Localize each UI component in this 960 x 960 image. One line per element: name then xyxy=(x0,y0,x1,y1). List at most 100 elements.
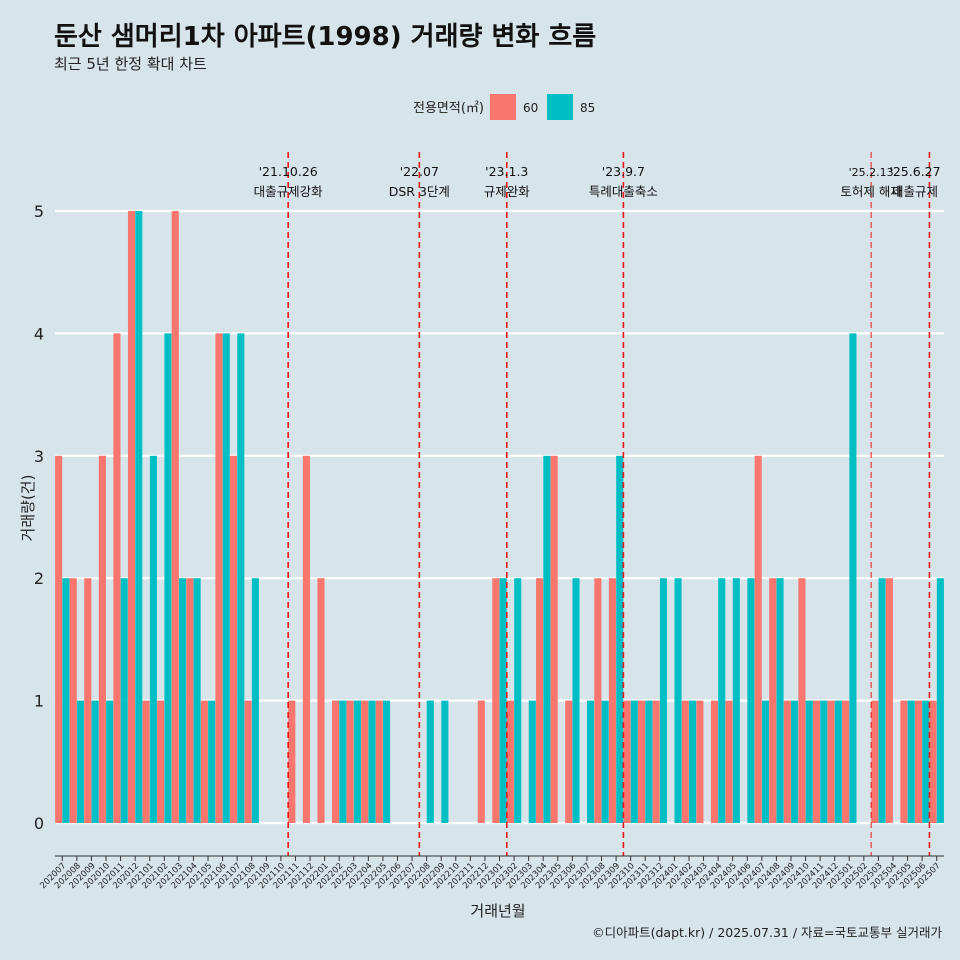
bar-60-202304 xyxy=(536,578,544,823)
bar-60-202105 xyxy=(200,700,208,823)
bar-85-202105 xyxy=(208,700,216,823)
bar-85-202106 xyxy=(222,333,230,823)
bar-85-202506 xyxy=(922,700,930,823)
legend-label-85: 85 xyxy=(580,101,595,115)
bar-85-202412 xyxy=(834,700,842,823)
x-axis-label: 거래년월 xyxy=(470,902,525,920)
y-tick-label: 0 xyxy=(34,814,44,833)
source-caption: ©디아파트(dapt.kr) / 2025.07.31 / 자료=국토교통부 실… xyxy=(592,925,942,940)
bar-60-202203 xyxy=(346,700,354,823)
event-date: '25.6.27 xyxy=(889,164,940,179)
bar-60-202309 xyxy=(608,578,616,823)
bar-60-202501 xyxy=(842,700,850,823)
bar-60-202008 xyxy=(69,578,77,823)
y-tick-label: 1 xyxy=(34,692,44,711)
bar-60-202112 xyxy=(302,455,310,823)
bar-60-202408 xyxy=(769,578,777,823)
bar-85-202302 xyxy=(514,578,522,823)
bar-60-202101 xyxy=(142,700,150,823)
bar-85-202204 xyxy=(368,700,376,823)
bar-60-202107 xyxy=(229,455,238,823)
bar-85-202307 xyxy=(587,700,595,823)
bar-85-202308 xyxy=(601,700,609,823)
bar-60-202201 xyxy=(317,578,325,823)
y-tick-label: 2 xyxy=(34,569,44,588)
bar-85-202501 xyxy=(849,333,857,823)
bar-60-202503 xyxy=(871,700,879,823)
bar-60-202212 xyxy=(477,700,485,823)
bar-85-202309 xyxy=(616,455,624,823)
bar-85-202101 xyxy=(149,455,157,823)
bar-60-202312 xyxy=(652,700,660,823)
legend-swatch-85 xyxy=(547,94,573,120)
legend-swatch-60 xyxy=(490,94,516,120)
bar-60-202407 xyxy=(754,455,762,823)
bar-85-202304 xyxy=(543,455,551,823)
event-label: 특례대출축소 xyxy=(589,184,658,199)
bar-85-202402 xyxy=(689,700,697,823)
event-date: '25.2.13 xyxy=(849,166,894,179)
bar-60-202108 xyxy=(244,700,252,823)
bar-85-202205 xyxy=(383,700,391,823)
bar-85-202303 xyxy=(528,700,536,823)
bar-60-202202 xyxy=(332,700,340,823)
bar-85-202208 xyxy=(426,700,434,823)
bar-60-202310 xyxy=(623,700,631,823)
bar-85-202202 xyxy=(339,700,347,823)
bar-60-202301 xyxy=(492,578,500,823)
bar-85-202507 xyxy=(936,578,944,823)
bar-85-202012 xyxy=(135,211,143,823)
bar-85-202406 xyxy=(747,578,755,823)
bar-60-202504 xyxy=(885,578,893,823)
chart-title: 둔산 샘머리1차 아파트(1998) 거래량 변화 흐름 xyxy=(54,22,597,52)
bar-60-202403 xyxy=(696,700,704,823)
bar-60-202012 xyxy=(127,211,136,823)
bar-85-202108 xyxy=(251,578,259,823)
bar-60-202306 xyxy=(565,700,573,823)
event-label: 규제완화 xyxy=(484,184,531,199)
bar-60-202103 xyxy=(171,211,179,823)
bar-60-202204 xyxy=(361,700,369,823)
bar-60-202007 xyxy=(55,455,63,823)
legend-label-60: 60 xyxy=(523,101,538,115)
bar-60-202302 xyxy=(506,700,514,823)
bar-85-202104 xyxy=(193,578,201,823)
event-label: 대출규제 xyxy=(892,184,938,199)
bar-60-202507 xyxy=(929,700,937,823)
chart-subtitle: 최근 5년 한정 확대 차트 xyxy=(54,55,207,73)
bar-60-202311 xyxy=(638,700,646,823)
event-label: DSR 3단계 xyxy=(389,184,450,199)
bar-85-202311 xyxy=(645,700,653,823)
bar-85-202008 xyxy=(76,700,85,823)
bar-60-202402 xyxy=(681,700,689,823)
bar-60-202010 xyxy=(98,455,106,823)
bar-60-202505 xyxy=(900,700,908,823)
bar-85-202209 xyxy=(441,700,449,823)
bar-60-202104 xyxy=(186,578,194,823)
bar-60-202409 xyxy=(783,700,791,823)
legend-title: 전용면적(㎡) xyxy=(413,101,484,116)
bar-60-202011 xyxy=(113,333,121,823)
bar-85-202312 xyxy=(659,578,667,823)
legend: 전용면적(㎡) 60 85 xyxy=(413,94,595,120)
bar-85-202404 xyxy=(718,578,726,823)
bar-60-202106 xyxy=(215,333,223,823)
bars xyxy=(55,211,944,823)
bar-60-202102 xyxy=(157,700,165,823)
bar-85-202405 xyxy=(732,578,740,823)
bar-60-202404 xyxy=(710,700,719,823)
event-date: '21.10.26 xyxy=(259,164,318,179)
bar-85-202010 xyxy=(106,700,114,823)
bar-85-202401 xyxy=(674,578,682,823)
bar-85-202409 xyxy=(791,700,799,823)
y-tick-label: 5 xyxy=(34,202,44,221)
y-tick-label: 4 xyxy=(34,324,44,343)
bar-85-202301 xyxy=(499,578,507,823)
bar-60-202405 xyxy=(725,700,733,823)
bar-85-202009 xyxy=(91,700,99,823)
bar-60-202205 xyxy=(375,700,383,823)
bar-85-202411 xyxy=(820,700,828,823)
y-tick-label: 3 xyxy=(34,447,44,466)
